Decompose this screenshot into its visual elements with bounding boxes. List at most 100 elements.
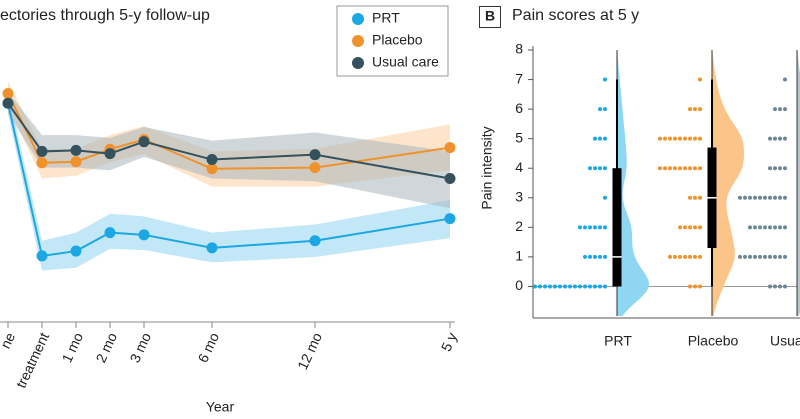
dot bbox=[758, 225, 762, 230]
dot bbox=[538, 284, 542, 289]
panel-b-title: Pain scores at 5 y bbox=[512, 7, 639, 24]
dot bbox=[693, 195, 697, 200]
legend-marker bbox=[352, 13, 364, 25]
dot bbox=[593, 284, 597, 289]
dot-stack bbox=[768, 166, 787, 171]
point bbox=[70, 144, 82, 156]
point bbox=[36, 145, 48, 157]
dot bbox=[683, 136, 687, 141]
dot bbox=[603, 254, 607, 259]
x-tick-label: ne bbox=[0, 330, 18, 351]
dot bbox=[578, 225, 582, 230]
dot bbox=[773, 136, 777, 141]
dot bbox=[763, 254, 767, 259]
y-tick-label: 5 bbox=[515, 129, 523, 145]
dot bbox=[673, 166, 677, 171]
dot bbox=[773, 107, 777, 112]
dot bbox=[693, 254, 697, 259]
dot bbox=[688, 195, 692, 200]
y-axis-label: Pain intensity bbox=[479, 126, 495, 209]
dot-stack bbox=[678, 225, 702, 230]
dot bbox=[688, 107, 692, 112]
point bbox=[444, 142, 456, 154]
dot bbox=[778, 166, 782, 171]
dot bbox=[778, 225, 782, 230]
dot bbox=[598, 107, 602, 112]
dot bbox=[603, 136, 607, 141]
point bbox=[206, 163, 218, 175]
dot bbox=[578, 284, 582, 289]
dot bbox=[783, 225, 787, 230]
point bbox=[36, 157, 48, 169]
dot bbox=[688, 225, 692, 230]
point bbox=[444, 213, 456, 225]
dot bbox=[763, 225, 767, 230]
dot bbox=[543, 284, 547, 289]
point bbox=[70, 245, 82, 257]
dot bbox=[588, 225, 592, 230]
dot bbox=[533, 284, 537, 289]
dot bbox=[593, 254, 597, 259]
x-tick-label: Placebo bbox=[688, 333, 739, 349]
dot bbox=[668, 166, 672, 171]
dot bbox=[668, 136, 672, 141]
point bbox=[70, 156, 82, 168]
dot bbox=[598, 254, 602, 259]
legend-marker bbox=[352, 57, 364, 69]
dot bbox=[593, 136, 597, 141]
dot bbox=[698, 284, 702, 289]
dot bbox=[698, 77, 702, 82]
point bbox=[104, 148, 116, 160]
point bbox=[309, 149, 321, 161]
dot-stack bbox=[533, 284, 607, 289]
dot bbox=[588, 284, 592, 289]
dot-stack bbox=[593, 136, 607, 141]
dot bbox=[563, 284, 567, 289]
dot bbox=[698, 136, 702, 141]
dot-stack bbox=[578, 225, 607, 230]
x-tick-label: 6 mo bbox=[194, 330, 222, 365]
dot bbox=[693, 284, 697, 289]
dot bbox=[778, 195, 782, 200]
dot bbox=[783, 195, 787, 200]
x-tick-label: PRT bbox=[604, 333, 632, 349]
dot bbox=[773, 284, 777, 289]
point bbox=[138, 229, 150, 241]
dot-stack bbox=[768, 284, 787, 289]
point bbox=[36, 250, 48, 262]
point bbox=[2, 87, 14, 99]
dot bbox=[583, 284, 587, 289]
dot bbox=[603, 284, 607, 289]
dot bbox=[603, 166, 607, 171]
dot bbox=[688, 166, 692, 171]
dot bbox=[783, 284, 787, 289]
dot bbox=[748, 254, 752, 259]
dot bbox=[783, 107, 787, 112]
dot bbox=[783, 136, 787, 141]
dot bbox=[588, 254, 592, 259]
point bbox=[138, 136, 150, 148]
violin bbox=[712, 50, 744, 316]
dot bbox=[568, 284, 572, 289]
series-line bbox=[7, 103, 451, 258]
dot bbox=[768, 225, 772, 230]
dot-stack bbox=[688, 195, 702, 200]
x-tick-label: 5 y bbox=[438, 330, 460, 354]
dot bbox=[548, 284, 552, 289]
y-tick-label: 3 bbox=[515, 188, 523, 204]
y-tick-label: 7 bbox=[515, 70, 523, 86]
dot bbox=[743, 195, 747, 200]
dot-stack bbox=[773, 107, 787, 112]
dot bbox=[778, 254, 782, 259]
box bbox=[612, 168, 622, 287]
x-tick-label: 3 mo bbox=[126, 330, 154, 365]
dot bbox=[683, 225, 687, 230]
dot-stack bbox=[768, 136, 787, 141]
y-tick-label: 6 bbox=[515, 100, 523, 116]
ci-band bbox=[8, 91, 450, 271]
y-tick-label: 2 bbox=[515, 218, 523, 234]
ci-band bbox=[8, 91, 450, 209]
dot bbox=[598, 136, 602, 141]
